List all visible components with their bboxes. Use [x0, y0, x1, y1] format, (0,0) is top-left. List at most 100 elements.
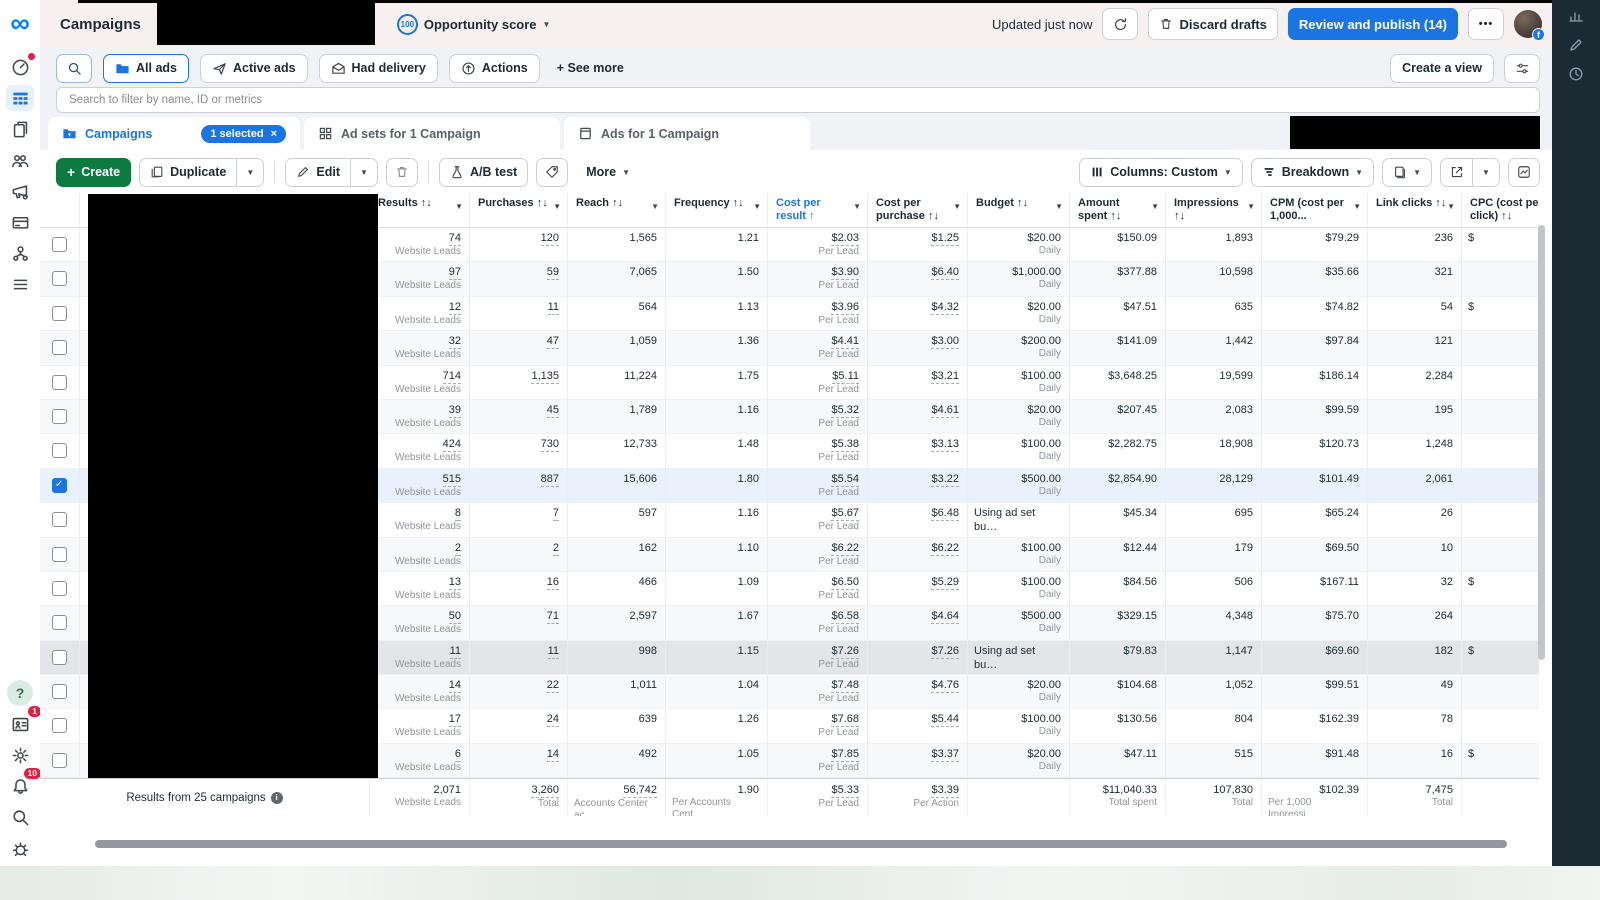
assets-icon[interactable]: [6, 240, 34, 266]
create-view-button[interactable]: Create a view: [1390, 53, 1494, 83]
campaigns-nav-icon[interactable]: [6, 85, 34, 111]
filter-actions[interactable]: Actions: [448, 53, 540, 83]
header-cpc[interactable]: CPC (cost per link click) ↑↓: [1462, 194, 1539, 227]
clear-selection-icon[interactable]: ×: [270, 127, 277, 140]
row-checkbox[interactable]: [52, 580, 67, 596]
tab-ads[interactable]: Ads for 1 Campaign: [564, 117, 810, 150]
header-purchases[interactable]: Purchases ↑↓ ▼: [470, 194, 568, 227]
table-row[interactable]: 74 Website Leads 120 1,565 1.21 $2.03 Per …: [40, 228, 1539, 263]
all-tools-icon[interactable]: [6, 271, 34, 297]
row-checkbox[interactable]: [52, 271, 67, 287]
breakdown-button[interactable]: Breakdown ▼: [1250, 157, 1375, 187]
row-checkbox[interactable]: [52, 477, 67, 493]
row-amount-spent: $377.88: [1070, 262, 1166, 296]
settings-icon[interactable]: [6, 742, 34, 768]
row-checkbox[interactable]: [52, 684, 67, 700]
row-cost-per-result: $4.41 Per Lead: [768, 331, 868, 365]
reports-button[interactable]: ▼: [1382, 157, 1432, 187]
row-checkbox[interactable]: [52, 408, 67, 424]
header-results[interactable]: Results ↑↓ ▼: [370, 194, 470, 227]
pages-icon[interactable]: [6, 116, 34, 142]
row-checkbox[interactable]: [52, 546, 67, 562]
opportunity-score[interactable]: 100 Opportunity score ▼: [396, 13, 550, 35]
row-results: 12 Website Leads: [370, 296, 470, 331]
header-amount-spent[interactable]: Amount spent ↑↓ ▼: [1070, 194, 1166, 227]
search-input[interactable]: [56, 87, 1540, 113]
meta-logo-icon[interactable]: ∞: [10, 8, 30, 38]
rail-chart-icon[interactable]: [1568, 8, 1584, 24]
bottom-taskbar-strip: [0, 866, 1600, 900]
row-checkbox[interactable]: [52, 512, 67, 528]
table-row[interactable]: 714 Website Leads 1,135 11,224 1.75 $5.11…: [40, 365, 1539, 400]
header-impressions[interactable]: Impressions ↑↓ ▼: [1166, 194, 1262, 227]
row-cost-per-purchase: $3.21: [868, 365, 968, 399]
more-button[interactable]: More ▼: [576, 157, 641, 187]
audiences-icon[interactable]: [6, 147, 34, 173]
selected-count-pill[interactable]: 1 selected ×: [201, 124, 286, 143]
table-row[interactable]: 17 Website Leads 24 639 1.26 $7.68 Per Lea…: [40, 709, 1539, 744]
row-checkbox[interactable]: [52, 305, 67, 321]
sidebar-search-icon[interactable]: [6, 804, 34, 830]
rail-edit-icon[interactable]: [1568, 37, 1584, 53]
account-overview-icon[interactable]: [6, 52, 36, 80]
row-checkbox[interactable]: [52, 615, 67, 631]
avatar[interactable]: f: [1514, 10, 1545, 41]
row-checkbox[interactable]: [52, 718, 67, 734]
duplicate-button[interactable]: Duplicate: [139, 157, 237, 187]
row-checkbox[interactable]: [52, 443, 67, 459]
row-checkbox[interactable]: [52, 374, 67, 390]
vertical-scrollbar[interactable]: [1538, 225, 1545, 660]
bug-report-icon[interactable]: [6, 835, 34, 861]
edit-button[interactable]: Edit: [285, 157, 350, 187]
ads-promote-icon[interactable]: [6, 178, 34, 204]
header-cpm[interactable]: CPM (cost per 1,000... ▼: [1262, 194, 1368, 227]
delete-button[interactable]: [385, 157, 418, 187]
filter-search-button[interactable]: [56, 53, 92, 83]
filter-active-ads[interactable]: Active ads: [200, 53, 308, 83]
header-budget[interactable]: Budget ↑↓ ▼: [968, 194, 1070, 227]
tag-button[interactable]: [536, 157, 569, 187]
updates-badge: 1: [28, 706, 41, 717]
row-checkbox[interactable]: [52, 340, 67, 356]
see-more-link[interactable]: + See more: [556, 61, 624, 75]
duplicate-dropdown[interactable]: ▼: [236, 157, 265, 187]
more-options-button[interactable]: •••: [1468, 8, 1504, 40]
help-icon[interactable]: ?: [7, 680, 33, 706]
view-settings-button[interactable]: [1504, 53, 1540, 83]
info-icon[interactable]: i: [270, 791, 283, 804]
review-and-publish-button[interactable]: Review and publish (14): [1287, 8, 1458, 40]
notifications-icon[interactable]: 10: [6, 768, 41, 799]
redacted-account-name: [156, 3, 375, 45]
header-cost-per-purchase[interactable]: Cost per purchase ↑↓ ▼: [868, 194, 968, 227]
discard-drafts-button[interactable]: Discard drafts: [1148, 8, 1278, 40]
table-row[interactable]: 13 Website Leads 16 466 1.09 $6.50 Per Lea…: [40, 571, 1539, 607]
columns-button[interactable]: Columns: Custom ▼: [1079, 157, 1243, 187]
header-frequency[interactable]: Frequency ↑↓ ▼: [666, 194, 768, 227]
header-reach[interactable]: Reach ↑↓ ▼: [568, 194, 666, 227]
row-checkbox[interactable]: [52, 237, 67, 252]
charts-toggle-button[interactable]: [1508, 157, 1540, 187]
horizontal-scrollbar[interactable]: [95, 840, 1507, 848]
table-row[interactable]: 12 Website Leads 11 564 1.13 $3.96 Per Lea…: [40, 296, 1539, 332]
edit-dropdown[interactable]: ▼: [349, 157, 378, 187]
billing-icon[interactable]: [6, 209, 34, 235]
table-row[interactable]: 8 Website Leads 7 597 1.16 $5.67 Per Lead …: [40, 503, 1539, 538]
filter-all-ads[interactable]: All ads: [103, 53, 189, 83]
rail-history-icon[interactable]: [1568, 66, 1584, 82]
row-checkbox[interactable]: [52, 649, 67, 665]
header-link-clicks[interactable]: Link clicks ↑↓ ▼: [1368, 194, 1462, 227]
table-row[interactable]: 424 Website Leads 730 12,733 1.48 $5.38 Pe…: [40, 434, 1539, 469]
row-cpc: $: [1462, 297, 1539, 330]
tab-campaigns[interactable]: Campaigns 1 selected ×: [48, 117, 300, 150]
refresh-button[interactable]: [1102, 8, 1139, 40]
export-button[interactable]: [1440, 157, 1472, 187]
row-checkbox[interactable]: [52, 752, 67, 768]
tab-adsets[interactable]: Ad sets for 1 Campaign: [304, 117, 560, 150]
updates-icon[interactable]: 1: [6, 706, 41, 737]
ab-test-button[interactable]: A/B test: [438, 157, 529, 187]
filter-had-delivery[interactable]: Had delivery: [318, 53, 438, 83]
create-button[interactable]: + Create: [56, 157, 132, 187]
row-link-clicks: 121: [1368, 331, 1462, 365]
export-dropdown[interactable]: ▼: [1472, 157, 1500, 187]
header-cost-per-result[interactable]: Cost per result ↑ ▼: [768, 194, 868, 227]
